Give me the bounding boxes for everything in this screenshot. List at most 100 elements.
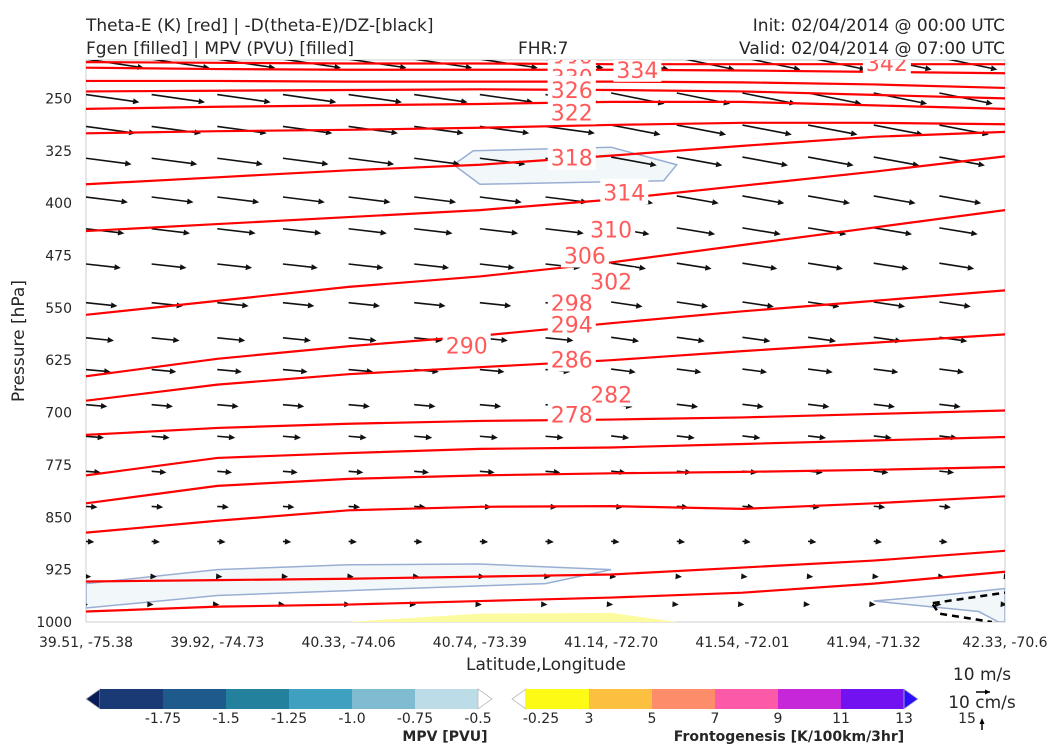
- fgen-colorbar-tick-label: 5: [648, 711, 657, 727]
- wind-vector-head: [806, 573, 814, 580]
- contour-label-294: 294: [551, 314, 593, 339]
- wind-vector-head: [248, 229, 256, 236]
- wind-vector: [807, 124, 854, 135]
- wind-vector: [479, 93, 530, 103]
- wind-vector: [1004, 471, 1005, 472]
- theta-e-contour-318: [86, 130, 1005, 186]
- wind-vector: [742, 368, 764, 373]
- wind-vector-head: [869, 601, 876, 608]
- wind-vector-head: [238, 337, 246, 344]
- wind-vector-head: [905, 230, 913, 237]
- wind-vector: [282, 403, 301, 407]
- theta-e-contour-342: [86, 60, 1005, 66]
- contour-label-322: 322: [551, 101, 593, 126]
- wind-vector-head: [511, 229, 519, 236]
- wind-vector-head: [891, 368, 899, 375]
- wind-vector-head: [242, 302, 249, 309]
- wind-vector-head: [944, 503, 951, 510]
- wind-vector-head: [334, 63, 341, 70]
- wind-vector-head: [383, 198, 391, 205]
- wind-vector-head: [491, 434, 498, 441]
- x-tick-label: 39.92, -74.73: [170, 635, 264, 651]
- wind-vector: [873, 124, 920, 135]
- title-line-1: Theta-E (K) [red] | -D(theta-E)/DZ-[blac…: [85, 16, 434, 36]
- wind-vector-head: [777, 199, 785, 206]
- wind-vector-head: [465, 63, 473, 70]
- wind-vector: [1004, 506, 1005, 508]
- wind-vector-head: [781, 161, 789, 168]
- fgen-colorbar-segment: [715, 689, 779, 709]
- fgen-colorbar-segment: [652, 689, 716, 709]
- y-tick-label: 925: [45, 563, 72, 579]
- wind-vector-head: [694, 368, 702, 375]
- wind-vector: [479, 368, 501, 373]
- wind-vector: [939, 435, 954, 439]
- wind-vector: [685, 60, 732, 70]
- wind-vector-head: [606, 601, 614, 608]
- wind-vector-head: [252, 198, 260, 205]
- wind-vector-head: [898, 302, 906, 309]
- wind-vector-head: [704, 264, 712, 271]
- wind-vector: [1004, 157, 1005, 158]
- wind-vector-head: [121, 198, 128, 205]
- wind-vector-head: [281, 573, 289, 580]
- wind-vector-head: [701, 302, 709, 309]
- wind-vector-head: [629, 368, 636, 375]
- wind-vector-head: [318, 198, 325, 205]
- contour-label-306: 306: [564, 244, 606, 269]
- wind-vector: [348, 157, 391, 165]
- wind-vector: [217, 337, 242, 342]
- wind-scale-vertical-label: 10 cm/s: [948, 693, 1016, 713]
- wind-vector-head: [438, 302, 446, 309]
- wind-vector: [947, 60, 994, 70]
- wind-vector-head: [875, 538, 883, 545]
- wind-vector: [873, 227, 909, 235]
- wind-vector-head: [422, 468, 429, 475]
- contour-label-bg: [547, 310, 596, 337]
- wind-vector-head: [767, 302, 774, 309]
- wind-vector: [545, 435, 560, 439]
- wind-vector: [217, 227, 252, 234]
- wind-vector-head: [124, 160, 132, 167]
- wind-vector-head: [395, 98, 402, 105]
- wind-vector: [807, 435, 823, 439]
- theta-e-contour-278: [86, 570, 1005, 613]
- wind-vector: [151, 435, 166, 439]
- wind-vector-head: [235, 368, 242, 375]
- wind-vector-head: [941, 538, 948, 545]
- fgen-colorbar-tick-label: 3: [585, 711, 594, 727]
- wind-vector-head: [846, 161, 854, 168]
- wind-vector: [86, 337, 111, 342]
- contour-label-342: 342: [866, 52, 908, 77]
- mpv-colorbar-segment: [415, 689, 479, 709]
- mpv-colorbar-segment: [163, 689, 227, 709]
- wind-vector-head: [649, 161, 657, 168]
- wind-vector: [151, 157, 194, 165]
- x-axis-ticks: 39.51, -75.38 39.92, -74.73 40.33, -74.06 4…: [39, 635, 1048, 651]
- theta-e-contour-330: [86, 88, 1005, 100]
- wind-vector-head: [100, 402, 108, 409]
- wind-vector: [348, 337, 373, 342]
- wind-vector: [676, 403, 695, 408]
- wind-scale-vertical-arrowhead: [979, 718, 985, 724]
- wind-vector-head: [960, 337, 968, 344]
- mpv-colorbar-label: MPV [PVU]: [402, 729, 487, 745]
- wind-vector: [742, 227, 777, 235]
- wind-vector: [1004, 93, 1005, 94]
- wind-vector-head: [159, 468, 167, 475]
- wind-vector-head: [380, 229, 387, 236]
- wind-vector-head: [974, 199, 982, 206]
- plot-layers: 3383343423303263223183143103063022982942…: [86, 52, 1020, 622]
- wind-vector-head: [497, 368, 505, 375]
- wind-vector: [611, 301, 639, 307]
- wind-vector-head: [675, 573, 682, 580]
- wind-vector-head: [819, 434, 827, 441]
- wind-vector: [414, 301, 442, 307]
- y-tick-label: 1000: [36, 615, 72, 631]
- wind-vector: [151, 263, 183, 269]
- wind-vector: [86, 157, 128, 165]
- wind-vector: [282, 263, 314, 269]
- wind-vector-head: [622, 434, 630, 441]
- wind-vector-head: [1013, 469, 1020, 475]
